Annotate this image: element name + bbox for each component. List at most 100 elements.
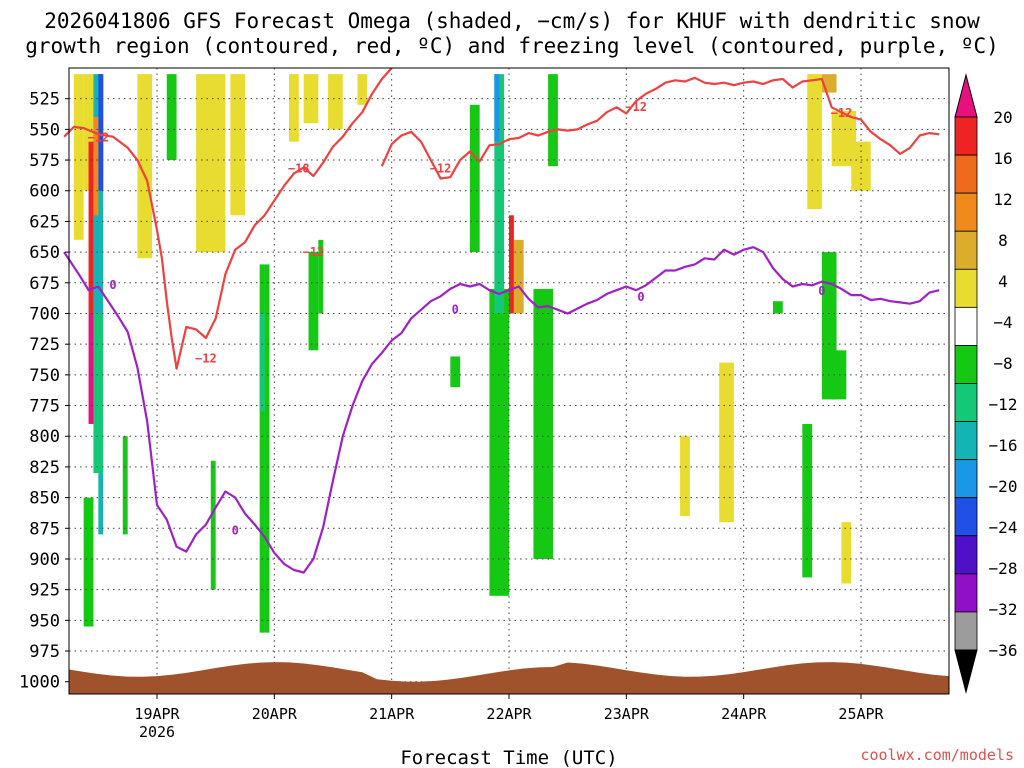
omega-shaded-region bbox=[509, 215, 514, 314]
omega-shaded-region bbox=[807, 74, 822, 210]
colorbar-segment bbox=[954, 535, 978, 575]
omega-shaded-region bbox=[98, 74, 104, 191]
y-tick-label: 775 bbox=[29, 397, 60, 417]
y-tick-label: 1000 bbox=[19, 673, 60, 693]
colorbar-tick-label: −4 bbox=[993, 313, 1012, 332]
plot-area: −12 −18 −12 −12 −12 −12 −12 0 0 0 0 0 bbox=[63, 67, 950, 695]
dgz-contour-label: −12 bbox=[831, 106, 853, 120]
y-tick-label: 700 bbox=[29, 304, 60, 324]
freezing-level-contour-layer: 0 0 0 0 0 bbox=[63, 246, 940, 574]
omega-shaded-region bbox=[802, 423, 813, 578]
omega-shaded-region bbox=[88, 313, 94, 424]
colorbar-segment bbox=[954, 268, 978, 308]
colorbar-tick-label: 4 bbox=[998, 272, 1008, 291]
omega-shaded-region bbox=[308, 252, 319, 351]
freezing-contour-label: 0 bbox=[452, 302, 459, 316]
dgz-contour-label: −12 bbox=[87, 131, 109, 145]
omega-shaded-region bbox=[494, 74, 500, 142]
credit-text: coolwx.com/models bbox=[860, 746, 1014, 764]
omega-shaded-region bbox=[548, 74, 558, 167]
omega-shaded-region bbox=[357, 74, 368, 105]
omega-shaded-region bbox=[259, 313, 265, 412]
colorbar-tick-label: 8 bbox=[998, 231, 1008, 250]
ground-terrain bbox=[69, 662, 949, 694]
dgz-contour-label: −12 bbox=[303, 245, 325, 259]
colorbar-top-arrow bbox=[954, 73, 978, 118]
omega-shaded-region bbox=[841, 522, 852, 584]
omega-shaded-region bbox=[73, 74, 84, 240]
y-tick-label: 750 bbox=[29, 366, 60, 386]
freezing-contour-label: 0 bbox=[232, 523, 239, 537]
omega-shading-layer bbox=[73, 74, 871, 633]
y-tick-label: 975 bbox=[29, 642, 60, 662]
ground-layer bbox=[69, 662, 949, 694]
omega-shaded-region bbox=[680, 436, 690, 517]
freezing-contour-label: 0 bbox=[637, 290, 644, 304]
colorbar-tick-label: 20 bbox=[993, 108, 1012, 127]
omega-shaded-region bbox=[489, 288, 509, 596]
omega-shaded-region bbox=[469, 104, 480, 253]
omega-shaded-region bbox=[196, 74, 226, 253]
y-tick-label: 925 bbox=[29, 581, 60, 601]
dgz-contour-label: −12 bbox=[625, 100, 647, 114]
omega-shaded-region bbox=[98, 473, 104, 535]
y-tick-label: 550 bbox=[29, 120, 60, 140]
y-tick-label: 625 bbox=[29, 212, 60, 232]
y-tick-label: 650 bbox=[29, 243, 60, 263]
chart-title-line-1: 2026041806 GFS Forecast Omega (shaded, −… bbox=[44, 9, 980, 33]
freezing-contour-label: 0 bbox=[818, 284, 825, 298]
x-tick-label: 23APR bbox=[604, 705, 650, 723]
omega-shaded-region bbox=[533, 288, 553, 559]
x-tick-label: 20APR bbox=[252, 705, 298, 723]
omega-shaded-region bbox=[137, 74, 153, 259]
omega-shaded-region bbox=[328, 74, 343, 130]
chart-title-line-2: growth region (contoured, red, ºC) and f… bbox=[25, 34, 999, 58]
colorbar: 20 16 12 8 4 −4 −8 −12 −16 −20 −24 −28 −32 −36 bbox=[954, 73, 1018, 694]
colorbar-segment bbox=[954, 230, 978, 270]
omega-shaded-region bbox=[719, 362, 734, 523]
x-tick-label: 22APR bbox=[486, 705, 532, 723]
colorbar-tick-label: −24 bbox=[989, 518, 1018, 537]
freezing-contour-label: 0 bbox=[109, 278, 116, 292]
colorbar-segment bbox=[954, 116, 978, 156]
dgz-contour-layer: −12 −18 −12 −12 −12 −12 −12 bbox=[63, 67, 940, 370]
y-tick-label: 525 bbox=[29, 90, 60, 110]
dgz-contour-line bbox=[63, 67, 393, 370]
y-tick-label: 725 bbox=[29, 335, 60, 355]
colorbar-tick-label: −28 bbox=[989, 559, 1018, 578]
omega-shaded-region bbox=[230, 74, 245, 216]
colorbar-tick-label: −36 bbox=[989, 641, 1018, 660]
colorbar-tick-label: −12 bbox=[989, 395, 1018, 414]
y-tick-label: 675 bbox=[29, 274, 60, 294]
grid-layer bbox=[69, 68, 949, 694]
omega-shaded-region bbox=[88, 141, 94, 314]
colorbar-segment bbox=[954, 421, 978, 461]
y-tick-label: 950 bbox=[29, 611, 60, 631]
freezing-contour-line bbox=[63, 246, 940, 574]
omega-shaded-region bbox=[773, 301, 783, 314]
colorbar-tick-label: −32 bbox=[989, 600, 1018, 619]
y-tick-label: 900 bbox=[29, 550, 60, 570]
omega-shaded-region bbox=[264, 264, 270, 633]
colorbar-segment bbox=[954, 383, 978, 422]
y-tick-label: 825 bbox=[29, 458, 60, 478]
colorbar-segment bbox=[954, 497, 978, 537]
y-tick-label: 575 bbox=[29, 151, 60, 171]
y-tick-label: 800 bbox=[29, 427, 60, 447]
omega-shaded-region bbox=[122, 436, 128, 535]
omega-shaded-region bbox=[494, 74, 505, 314]
omega-shaded-region bbox=[851, 141, 871, 191]
dgz-contour-label: −12 bbox=[195, 352, 217, 366]
y-tick-label: 850 bbox=[29, 489, 60, 509]
dgz-contour-label: −12 bbox=[430, 161, 452, 175]
colorbar-bottom-arrow bbox=[954, 649, 978, 694]
omega-shaded-region bbox=[289, 74, 299, 142]
omega-shaded-region bbox=[513, 239, 524, 314]
y-tick-label: 600 bbox=[29, 182, 60, 202]
x-tick-label: 21APR bbox=[369, 705, 415, 723]
omega-shaded-region bbox=[166, 74, 177, 161]
colorbar-segment bbox=[954, 611, 978, 651]
omega-shaded-region bbox=[318, 239, 324, 314]
